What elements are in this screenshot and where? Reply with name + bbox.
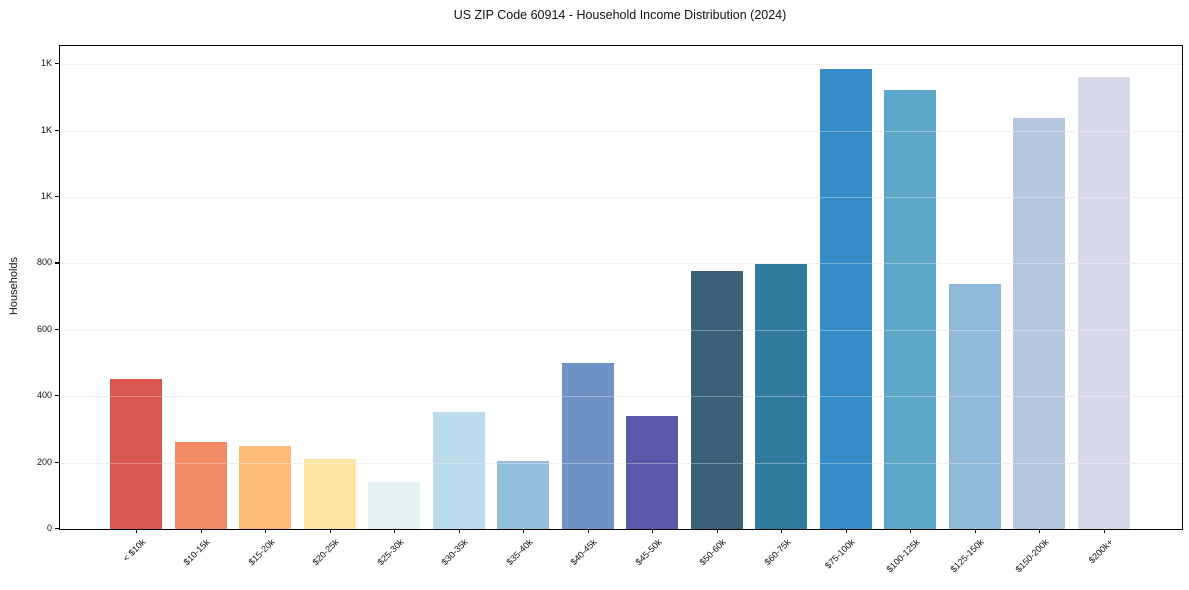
plot-area — [59, 45, 1183, 530]
y-tick-label: 1K — [40, 191, 52, 202]
chart-title: US ZIP Code 60914 - Household Income Dis… — [453, 8, 787, 22]
x-tick-label: $35-40k — [504, 537, 535, 568]
bars-container — [60, 46, 1182, 529]
y-tick-mark — [55, 528, 59, 530]
bar-100-125k — [884, 90, 937, 529]
x-tick-label: $75-100k — [823, 537, 857, 571]
x-tick-mark — [329, 529, 331, 533]
y-tick-label: 0 — [46, 523, 52, 533]
x-tick-label: $50-60k — [697, 537, 728, 568]
x-tick-label: $125-150k — [948, 537, 986, 575]
x-tick-label: $20-25k — [310, 537, 341, 568]
x-tick-mark — [1103, 529, 1105, 533]
bar-30-35k — [432, 412, 485, 529]
bar-35-40k — [497, 460, 550, 529]
y-tick-mark — [55, 196, 59, 198]
x-tick-label: $100-125k — [884, 537, 922, 575]
bar-slot — [427, 46, 492, 529]
y-tick-mark — [55, 63, 59, 65]
x-tick-label: < $10k — [120, 537, 148, 564]
bar-slot — [491, 46, 556, 529]
bar-45-50k — [626, 416, 679, 529]
bar-slot — [620, 46, 685, 529]
x-tick-mark — [716, 529, 718, 533]
x-tick-label: $60-75k — [762, 537, 793, 568]
bar-slot — [104, 46, 169, 529]
bar-slot — [362, 46, 427, 529]
x-tick-label: $45-50k — [633, 537, 664, 568]
bar-slot — [1072, 46, 1137, 529]
y-tick-label: 400 — [36, 390, 52, 401]
bar-50-60k — [690, 271, 743, 529]
y-tick-label: 1K — [40, 58, 52, 69]
y-tick-mark — [55, 328, 59, 330]
x-tick-mark — [910, 529, 912, 533]
bar-slot — [878, 46, 943, 529]
x-tick-mark — [200, 529, 202, 533]
x-tick-mark — [136, 529, 138, 533]
bar-slot — [298, 46, 363, 529]
bar-10-15k — [174, 442, 227, 529]
y-tick-mark — [55, 129, 59, 131]
y-tick-mark — [55, 461, 59, 463]
bar-125-150k — [948, 284, 1001, 529]
bar-slot — [814, 46, 879, 529]
bar-slot — [685, 46, 750, 529]
y-tick-label: 1K — [40, 124, 52, 135]
x-tick-mark — [523, 529, 525, 533]
bar-150-200k — [1013, 118, 1066, 529]
x-tick-label: $200k+ — [1086, 537, 1115, 566]
x-tick-label: $10-15k — [181, 537, 212, 568]
y-tick-label: 200 — [36, 456, 52, 467]
x-tick-mark — [458, 529, 460, 533]
bar-20-25k — [303, 458, 356, 529]
x-tick-label: $40-45k — [568, 537, 599, 568]
y-tick-mark — [55, 262, 59, 264]
x-tick-mark — [781, 529, 783, 533]
y-axis-label: Households — [8, 256, 20, 316]
y-tick-label: 800 — [36, 257, 52, 268]
bar-25-30k — [368, 481, 421, 529]
y-tick-label: 600 — [36, 323, 52, 334]
x-tick-label: $15-20k — [246, 537, 277, 568]
x-tick-mark — [974, 529, 976, 533]
bar-slot — [943, 46, 1008, 529]
bar-slot — [1007, 46, 1072, 529]
bar-10k — [110, 378, 163, 529]
y-tick-mark — [55, 395, 59, 397]
bar-slot — [749, 46, 814, 529]
x-tick-mark — [394, 529, 396, 533]
bar-40-45k — [561, 363, 614, 529]
bar-15-20k — [239, 446, 292, 529]
bar-slot — [169, 46, 234, 529]
x-tick-label: $30-35k — [439, 537, 470, 568]
x-tick-label: $150-200k — [1013, 537, 1051, 575]
x-tick-mark — [265, 529, 267, 533]
x-tick-mark — [652, 529, 654, 533]
x-tick-label: $25-30k — [375, 537, 406, 568]
bar-slot — [233, 46, 298, 529]
bar-200k+ — [1077, 76, 1130, 529]
bar-slot — [556, 46, 621, 529]
bar-60-75k — [755, 264, 808, 529]
bar-75-100k — [819, 68, 872, 529]
x-tick-mark — [845, 529, 847, 533]
x-tick-mark — [1039, 529, 1041, 533]
x-tick-mark — [587, 529, 589, 533]
